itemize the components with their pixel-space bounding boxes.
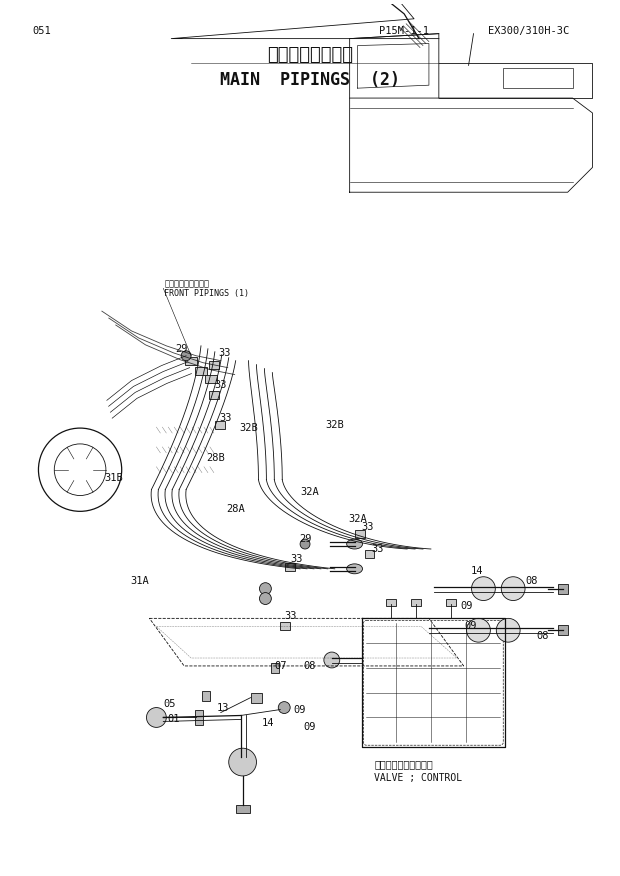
Text: 28B: 28B — [206, 453, 225, 463]
Ellipse shape — [347, 539, 363, 549]
Bar — [205, 375, 217, 383]
Bar — [195, 710, 203, 725]
Text: 05: 05 — [163, 698, 175, 709]
Text: 32B: 32B — [326, 420, 344, 430]
Text: 28A: 28A — [226, 505, 245, 514]
Bar — [209, 361, 219, 369]
Bar — [280, 622, 290, 630]
Text: 08: 08 — [537, 632, 549, 641]
Circle shape — [497, 618, 520, 642]
Circle shape — [300, 539, 310, 549]
Bar — [558, 625, 568, 635]
Text: 29: 29 — [299, 534, 311, 544]
Text: 33: 33 — [361, 522, 374, 533]
Circle shape — [146, 708, 166, 727]
Text: 09: 09 — [304, 723, 316, 732]
Text: 32A: 32A — [301, 486, 319, 497]
Text: 09: 09 — [464, 621, 477, 632]
Text: バルブ：コントロール: バルブ：コントロール — [374, 759, 433, 769]
Text: 29: 29 — [175, 343, 187, 354]
Bar — [215, 421, 225, 429]
Text: 33: 33 — [219, 413, 232, 423]
Text: 14: 14 — [262, 718, 275, 729]
Text: P15M-1-1: P15M-1-1 — [379, 25, 430, 36]
Text: 09: 09 — [460, 602, 473, 611]
Bar — [209, 392, 219, 399]
Text: 08: 08 — [526, 576, 538, 586]
Ellipse shape — [347, 564, 363, 574]
Circle shape — [324, 652, 340, 668]
Text: 09: 09 — [294, 704, 306, 715]
Circle shape — [229, 748, 257, 776]
Text: EX300/310H-3C: EX300/310H-3C — [489, 25, 570, 36]
Bar — [250, 693, 262, 703]
Circle shape — [278, 702, 290, 714]
Bar — [236, 805, 249, 813]
Text: 051: 051 — [32, 25, 51, 36]
Circle shape — [467, 618, 490, 642]
Text: 01: 01 — [167, 715, 179, 724]
Circle shape — [181, 350, 191, 361]
Circle shape — [502, 576, 525, 601]
Bar — [558, 583, 568, 594]
Circle shape — [259, 592, 272, 604]
Text: 08: 08 — [304, 661, 316, 671]
Bar — [185, 357, 197, 364]
FancyBboxPatch shape — [386, 598, 396, 606]
Circle shape — [472, 576, 495, 601]
Text: 33: 33 — [290, 554, 303, 564]
Circle shape — [259, 583, 272, 595]
Bar — [285, 563, 295, 571]
Text: 32A: 32A — [348, 514, 367, 524]
Bar — [365, 550, 374, 558]
Text: 31B: 31B — [104, 473, 123, 483]
FancyBboxPatch shape — [446, 598, 456, 606]
Text: 33: 33 — [218, 348, 231, 357]
Text: 14: 14 — [470, 566, 483, 576]
Bar — [202, 690, 210, 701]
Text: 33: 33 — [284, 611, 296, 621]
Text: 33: 33 — [215, 380, 227, 391]
Text: メイン配管（２）: メイン配管（２） — [267, 46, 353, 64]
Text: 13: 13 — [216, 703, 229, 712]
Text: MAIN  PIPINGS  (2): MAIN PIPINGS (2) — [220, 71, 400, 89]
Text: 07: 07 — [274, 661, 286, 671]
Text: 33: 33 — [371, 544, 384, 554]
Text: 31A: 31A — [130, 576, 149, 586]
Bar — [195, 367, 207, 375]
Text: FRONT PIPINGS (1): FRONT PIPINGS (1) — [164, 289, 249, 299]
Bar — [355, 530, 365, 538]
Text: 32B: 32B — [239, 423, 258, 433]
FancyBboxPatch shape — [411, 598, 421, 606]
Bar — [272, 663, 279, 673]
Text: VALVE ; CONTROL: VALVE ; CONTROL — [374, 773, 463, 783]
Text: フロント配管（１）: フロント配管（１） — [164, 279, 210, 288]
